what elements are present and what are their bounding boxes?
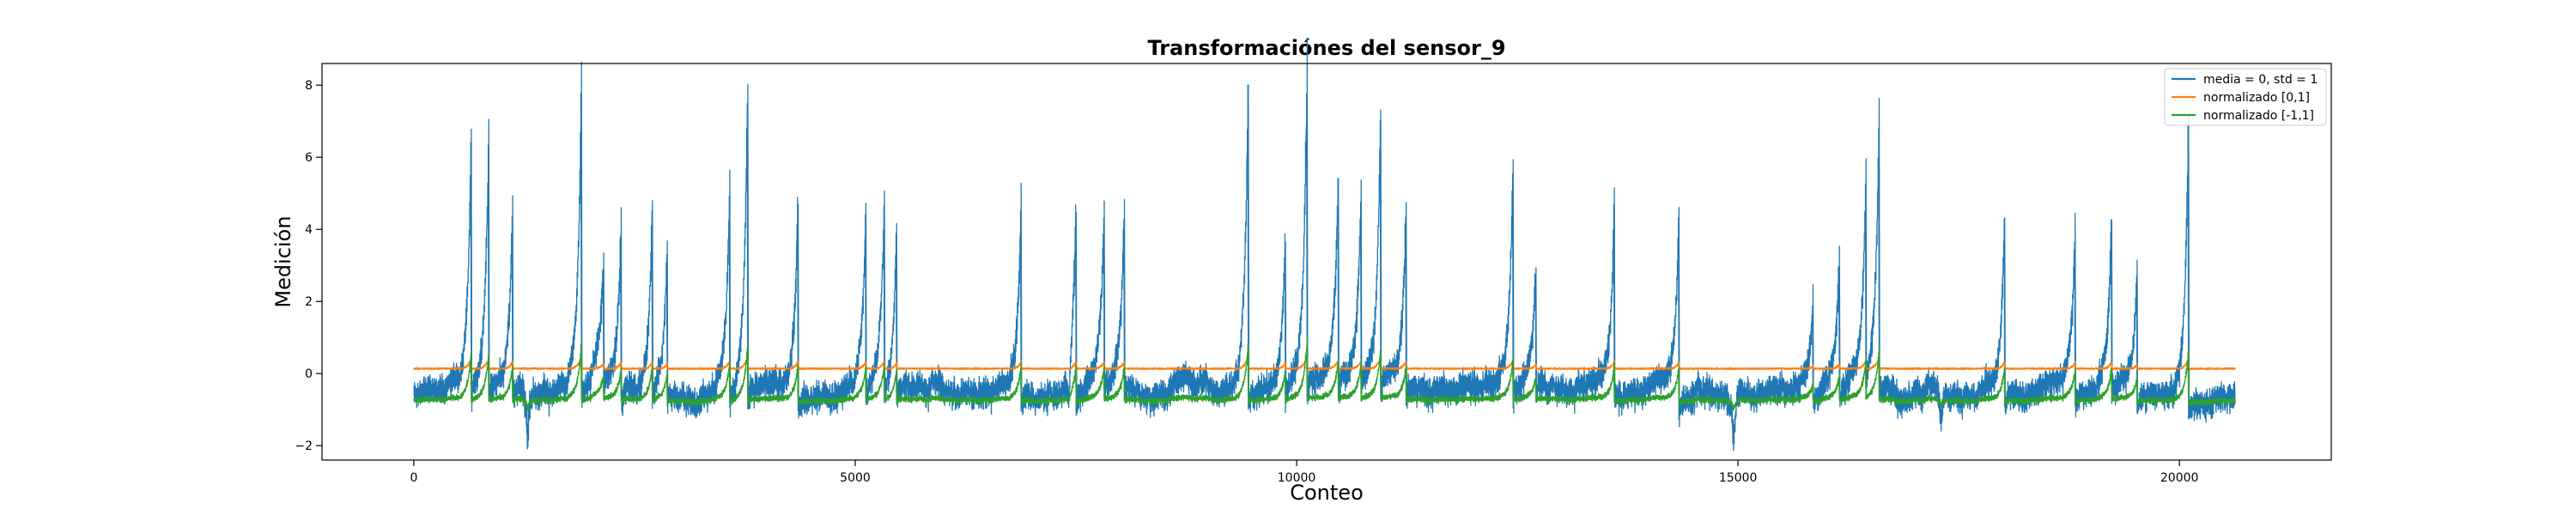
x-tick-label: 10000	[1278, 471, 1316, 485]
y-tick-label: −2	[295, 439, 313, 453]
y-tick-label: 4	[305, 223, 313, 237]
x-tick-label: 0	[410, 471, 417, 485]
series-line-2	[413, 335, 2236, 411]
x-axis: 0 5000 10000 15000 20000	[410, 460, 2198, 485]
chart-title: Transformaciónes del sensor_9	[1147, 36, 1505, 60]
series-line-1	[413, 354, 2236, 371]
y-tick-label: 0	[305, 367, 313, 381]
x-tick-label: 15000	[1719, 471, 1758, 485]
legend-box	[2164, 68, 2327, 126]
legend: media = 0, std = 1 normalizado [0,1] nor…	[2164, 68, 2327, 126]
x-tick-label: 5000	[840, 471, 871, 485]
y-tick-label: 2	[305, 295, 313, 309]
series-layer	[413, 37, 2236, 451]
series-line-0	[413, 37, 2236, 451]
legend-label-0: media = 0, std = 1	[2203, 73, 2318, 87]
legend-label-1: normalizado [0,1]	[2203, 91, 2310, 105]
plot-area-frame	[321, 63, 2332, 461]
y-axis-label: Medición	[271, 215, 295, 307]
y-tick-label: 8	[305, 79, 313, 93]
x-tick-label: 20000	[2160, 471, 2199, 485]
y-tick-label: 6	[305, 151, 313, 165]
y-axis: −2 0 2 4 6 8	[295, 79, 322, 453]
x-axis-label: Conteo	[1290, 481, 1364, 505]
legend-label-2: normalizado [-1,1]	[2203, 109, 2314, 123]
